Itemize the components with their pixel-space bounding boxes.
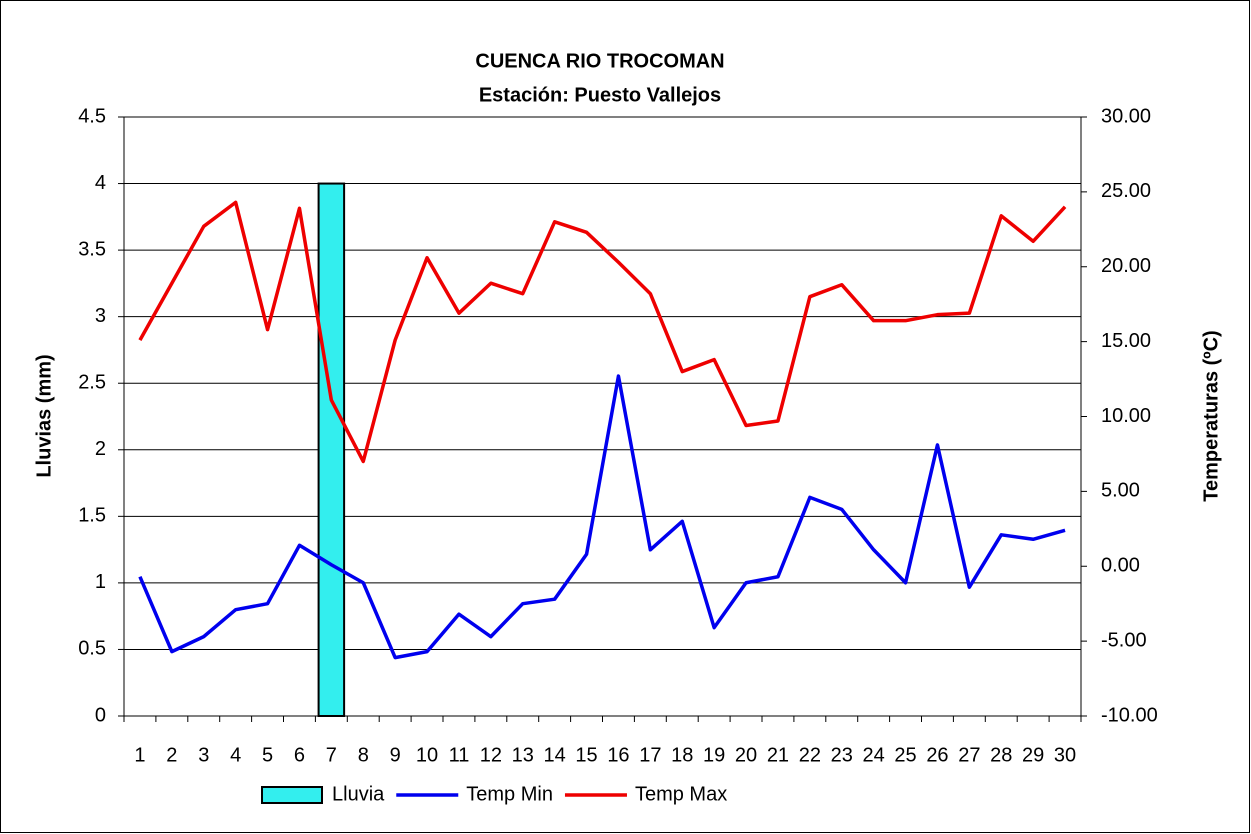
x-tick-label: 30 [1054, 744, 1076, 766]
y-tick-label: 0 [95, 704, 106, 726]
y2-tick-label: 25.00 [1101, 180, 1151, 202]
x-tick-label: 27 [958, 744, 980, 766]
legend-label: Temp Min [466, 783, 553, 805]
y-tick-label: 3.5 [78, 238, 106, 260]
x-tick-label: 11 [449, 744, 470, 766]
y2-tick-label: -10.00 [1101, 704, 1158, 726]
x-tick-label: 12 [480, 744, 502, 766]
y-tick-label: 2 [95, 438, 106, 460]
x-tick-label: 28 [990, 744, 1012, 766]
y-tick-label: 4.5 [78, 105, 106, 127]
line [138, 374, 1066, 660]
chart-subtitle: Estación: Puesto Vallejos [479, 84, 721, 106]
y-tick-label: 3 [95, 305, 106, 327]
x-tick-label: 1 [134, 744, 145, 766]
x-tick-label: 20 [735, 744, 757, 766]
x-tick-label: 4 [230, 744, 241, 766]
y2-tick-label: 0.00 [1101, 555, 1140, 577]
line [138, 200, 1067, 464]
bar [317, 182, 346, 718]
x-tick-label: 14 [544, 744, 566, 766]
x-tick-label: 10 [416, 744, 438, 766]
y2-axis-label: Temperaturas (ºC) [1200, 330, 1222, 501]
y-tick-label: 4 [95, 172, 106, 194]
y2-tick-label: 10.00 [1101, 405, 1151, 427]
y-tick-label: 0.5 [78, 638, 106, 660]
x-tick-label: 26 [926, 744, 948, 766]
x-tick-label: 2 [166, 744, 177, 766]
legend-label: Lluvia [332, 783, 385, 805]
y-axis-label: Lluvias (mm) [33, 354, 55, 477]
y2-tick-label: 20.00 [1101, 255, 1151, 277]
x-tick-label: 13 [512, 744, 534, 766]
x-tick-label: 24 [863, 744, 885, 766]
chart-title: CUENCA RIO TROCOMAN [475, 50, 724, 72]
legend-swatch [261, 786, 323, 804]
y2-tick-label: 30.00 [1101, 105, 1151, 127]
x-tick-label: 9 [390, 744, 401, 766]
x-tick-label: 16 [607, 744, 629, 766]
x-tick-label: 5 [262, 744, 273, 766]
x-tick-label: 6 [294, 744, 305, 766]
y-tick-label: 1 [95, 571, 106, 593]
y2-tick-label: 15.00 [1101, 330, 1151, 352]
x-tick-label: 22 [799, 744, 821, 766]
legend-label: Temp Max [635, 783, 727, 805]
y2-tick-label: 5.00 [1101, 480, 1140, 502]
x-tick-label: 25 [894, 744, 916, 766]
y-tick-label: 1.5 [78, 505, 106, 527]
y-tick-label: 2.5 [78, 372, 106, 394]
x-tick-label: 19 [703, 744, 725, 766]
x-tick-label: 23 [831, 744, 853, 766]
x-tick-label: 3 [198, 744, 209, 766]
x-tick-label: 17 [639, 744, 661, 766]
y2-tick-label: -5.00 [1101, 629, 1147, 651]
x-tick-label: 18 [671, 744, 693, 766]
x-tick-label: 21 [767, 744, 789, 766]
x-tick-label: 15 [575, 744, 597, 766]
x-tick-label: 29 [1022, 744, 1044, 766]
x-tick-label: 8 [358, 744, 369, 766]
x-tick-label: 7 [326, 744, 337, 766]
